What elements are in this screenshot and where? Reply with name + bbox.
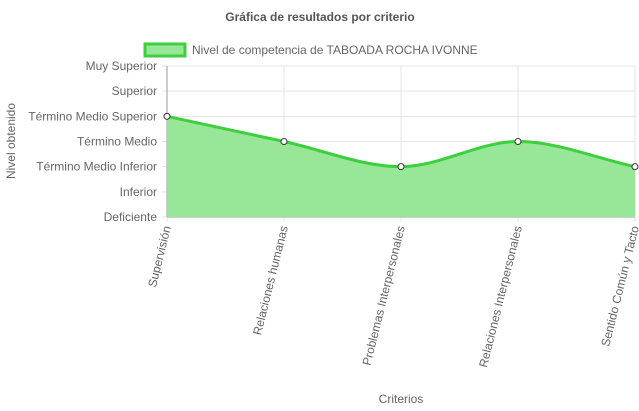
y-tick-labels: Deficiente Inferior Término Medio Inferior… [28,59,157,224]
y-tick-label: Término Medio [77,135,157,149]
x-tick-labels: Supervisión Relaciones humanas Problemas I… [145,224,639,369]
x-tick-label: Sentido Común y Tacto [598,224,639,348]
series [163,112,639,217]
y-tick-label: Inferior [120,185,157,199]
x-tick-label: Relaciones Interpersonales [476,224,525,368]
y-tick-label: Deficiente [104,210,158,224]
chart-title: Gráfica de resultados por criterio [225,10,414,24]
x-tick-label: Relaciones humanas [250,224,291,336]
y-axis-label: Nivel obtenido [4,103,18,179]
data-point [163,112,171,120]
legend-swatch [143,42,187,58]
legend[interactable]: Nivel de competencia de TABOADA ROCHA IV… [143,42,478,58]
y-tick-label: Término Medio Inferior [36,160,157,174]
x-axis-label: Criterios [379,392,424,406]
data-point [631,163,639,171]
legend-label: Nivel de competencia de TABOADA ROCHA IV… [192,43,478,57]
data-point [514,138,522,145]
x-tick-label: Problemas Interpersonales [360,224,408,367]
y-tick-label: Término Medio Superior [28,109,157,123]
data-point [280,138,288,145]
y-tick-label: Superior [112,84,157,98]
y-tick-label: Muy Superior [86,59,157,73]
x-tick-label: Supervisión [145,224,174,288]
data-point [397,163,405,171]
